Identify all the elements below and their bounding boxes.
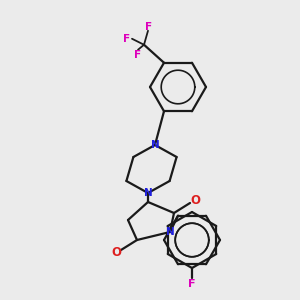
Text: F: F bbox=[123, 34, 130, 44]
Text: N: N bbox=[166, 227, 174, 237]
Text: N: N bbox=[151, 140, 159, 150]
Text: N: N bbox=[144, 188, 152, 198]
Text: F: F bbox=[146, 22, 153, 32]
Text: O: O bbox=[190, 194, 200, 208]
Text: F: F bbox=[134, 50, 142, 60]
Text: F: F bbox=[188, 279, 196, 289]
Text: O: O bbox=[111, 245, 121, 259]
